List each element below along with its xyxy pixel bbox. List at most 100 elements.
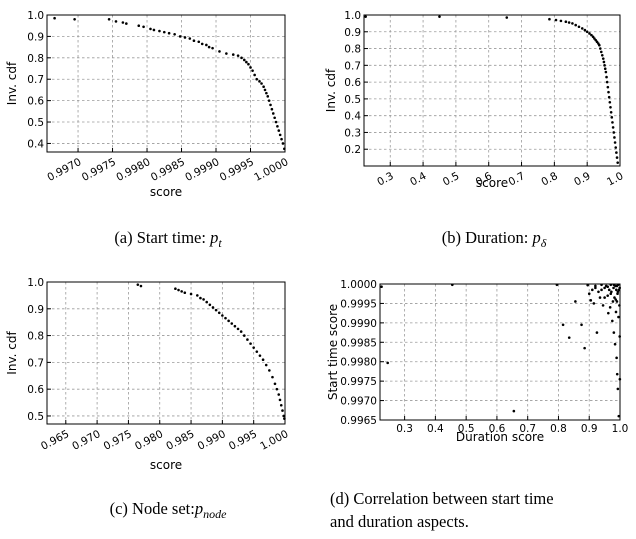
data-point [589, 299, 593, 302]
data-point [598, 296, 602, 299]
data-point [136, 283, 140, 286]
x-tick-label: 0.9985 [149, 156, 187, 184]
x-tick-label: 0.4 [427, 423, 444, 435]
data-point [451, 283, 454, 287]
x-tick-label: 1.0 [612, 423, 629, 435]
data-point [616, 161, 620, 164]
data-point [262, 85, 265, 89]
data-point [264, 363, 268, 367]
data-point [583, 346, 586, 350]
data-point [277, 129, 281, 132]
data-point [606, 85, 610, 89]
data-point [577, 25, 581, 29]
data-point [615, 151, 618, 154]
y-tick-label: 0.7 [27, 74, 44, 86]
data-point [601, 57, 605, 60]
y-tick-label: 1.0 [27, 10, 44, 22]
y-tick-label: 0.8 [27, 53, 44, 65]
data-point [603, 67, 607, 70]
data-point [271, 375, 274, 379]
x-tick-label: 0.6 [489, 423, 506, 435]
plot-frame [363, 14, 621, 167]
data-point [592, 302, 596, 305]
y-tick-label: 0.4 [344, 111, 361, 123]
data-point [277, 393, 281, 396]
data-point [253, 73, 256, 77]
data-point [588, 32, 591, 35]
data-point [271, 112, 275, 115]
data-point [247, 62, 250, 66]
y-tick-label: 0.7 [344, 60, 361, 72]
panel-caption: (a) Start time: pt [114, 228, 222, 250]
data-point [617, 315, 620, 319]
data-point [615, 284, 619, 288]
data-point [236, 54, 240, 57]
data-point [561, 323, 565, 327]
data-point [236, 327, 240, 331]
data-point [555, 283, 559, 287]
data-point [618, 335, 621, 338]
data-point [618, 304, 621, 307]
data-point [594, 286, 597, 290]
data-point [183, 291, 187, 295]
panel-caption: (c) Node set:pnode [110, 499, 227, 521]
caption-variable: p [531, 228, 540, 247]
data-point [595, 331, 599, 334]
data-point [269, 103, 272, 107]
data-point [438, 15, 441, 18]
y-tick-label: 0.2 [344, 144, 361, 156]
data-point [600, 53, 604, 57]
data-point [137, 24, 141, 28]
data-point [252, 346, 255, 349]
data-point [208, 303, 212, 307]
data-point [586, 283, 589, 287]
plot-frame [379, 283, 621, 421]
data-point [607, 311, 610, 315]
data-point [239, 330, 243, 333]
data-point [571, 22, 574, 25]
caption-variable: p [209, 228, 218, 247]
data-point [273, 382, 277, 386]
caption-subscript: node [203, 507, 227, 521]
y-tick-label: 0.3 [344, 127, 361, 139]
data-point [114, 20, 118, 23]
data-point [270, 107, 274, 111]
data-point [233, 324, 237, 328]
x-tick-label: 0.965 [39, 428, 71, 453]
data-point [283, 417, 286, 420]
y-tick-label: 1.0000 [340, 279, 377, 291]
panel-caption-line2: and duration aspects. [330, 512, 469, 531]
data-point [606, 294, 609, 297]
data-point [580, 323, 583, 327]
data-point [158, 29, 161, 33]
x-tick-label: 0.985 [164, 428, 196, 453]
data-point [249, 66, 252, 69]
x-tick-label: 0.9970 [45, 156, 83, 184]
data-point [386, 361, 389, 365]
data-point [602, 60, 606, 64]
x-axis-label: score [150, 458, 182, 472]
data-point [283, 147, 286, 151]
y-tick-label: 0.9965 [340, 415, 377, 427]
x-tick-label: 0.9 [572, 170, 592, 188]
data-point [260, 82, 263, 85]
x-tick-label: 0.980 [133, 428, 165, 453]
x-tick-label: 0.990 [196, 428, 228, 453]
data-point [227, 319, 230, 323]
data-point [605, 75, 608, 79]
data-point [242, 58, 246, 62]
data-point [276, 125, 279, 128]
data-point [207, 45, 211, 49]
data-point [183, 36, 187, 39]
data-point [199, 296, 202, 300]
data-point [178, 35, 182, 38]
data-point [594, 284, 597, 288]
data-point [217, 311, 221, 315]
data-point [609, 111, 613, 114]
data-point [53, 16, 56, 20]
data-point [554, 18, 558, 22]
data-point [196, 294, 199, 297]
data-point [608, 100, 612, 104]
x-tick-label: 0.8 [550, 423, 567, 435]
x-tick-label: 1.0 [605, 170, 625, 188]
